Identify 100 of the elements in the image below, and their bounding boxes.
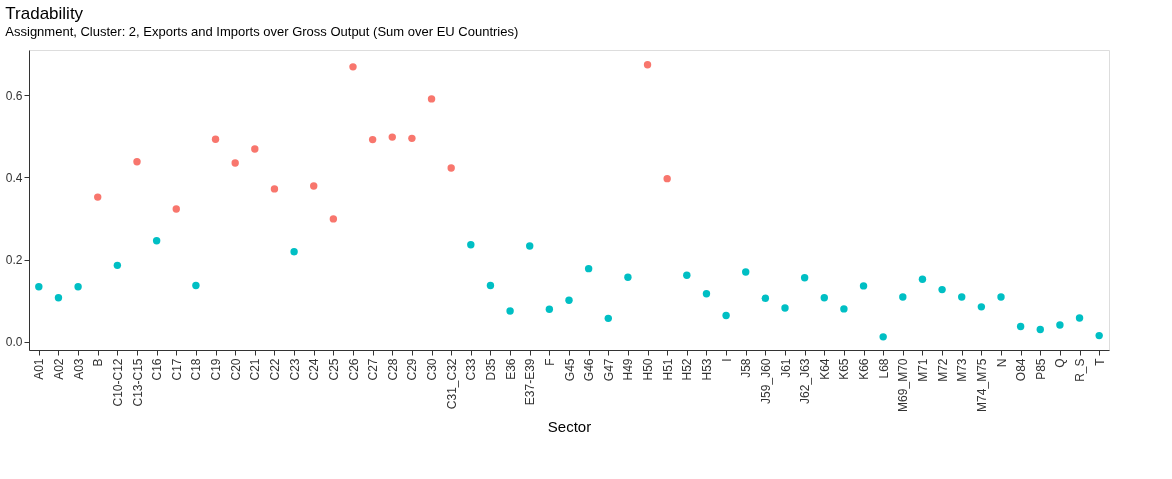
point: [840, 305, 848, 313]
x-tick-label: H49: [621, 358, 636, 381]
x-tick-label: C31_C32: [444, 358, 459, 410]
x-tick-label: G47: [601, 358, 616, 382]
x-tick-label: M73: [955, 358, 970, 382]
point: [270, 185, 279, 193]
point: [545, 305, 554, 314]
point: [113, 261, 122, 270]
x-tick-label: C16: [150, 358, 165, 381]
x-tick-label: N: [994, 358, 1009, 368]
x-tick-label: M69_M70: [896, 358, 911, 412]
x-tick-label: K64: [817, 358, 832, 380]
point: [35, 283, 43, 291]
y-tick-label: 0.4: [5, 170, 23, 185]
point: [486, 281, 495, 290]
x-tick-label: C30: [425, 358, 440, 381]
point: [211, 135, 220, 143]
x-tick-label: T: [1092, 357, 1107, 366]
x-tick-label: D35: [483, 358, 498, 381]
x-tick-label: C13-C15: [130, 358, 145, 407]
y-tick-label: 0.6: [5, 88, 23, 103]
x-tick-label: A03: [71, 358, 86, 380]
x-tick-label: C27: [366, 358, 381, 381]
x-tick-label: H52: [680, 358, 695, 381]
point: [231, 159, 239, 167]
x-tick-label: C23: [287, 358, 302, 381]
x-tick-label: C22: [267, 358, 282, 381]
point: [643, 61, 652, 69]
x-tick-label: I: [719, 358, 734, 362]
x-tick-label: G46: [582, 358, 597, 382]
point: [94, 193, 102, 201]
point: [408, 134, 416, 143]
chart-title: Tradability: [5, 4, 84, 23]
x-tick-label: C18: [189, 358, 204, 381]
x-tick-label: P85: [1033, 358, 1048, 380]
point: [310, 182, 318, 190]
x-tick-label: C25: [326, 358, 341, 381]
x-tick-label: C17: [169, 358, 184, 381]
x-tick-label: C28: [385, 358, 400, 381]
point: [54, 294, 63, 302]
point: [565, 296, 573, 304]
point: [683, 271, 691, 279]
x-tick-label: O84: [1014, 358, 1029, 382]
point: [781, 304, 789, 312]
x-tick-label: K66: [857, 358, 872, 380]
x-tick-label: M72: [935, 358, 950, 382]
point: [820, 294, 828, 302]
point: [997, 293, 1005, 301]
x-tick-label: H51: [660, 358, 675, 381]
point: [368, 135, 377, 144]
x-tick-label: J59_J60: [758, 358, 773, 404]
y-tick-label: 0.0: [5, 335, 23, 350]
point: [388, 133, 396, 141]
point: [663, 174, 671, 183]
point: [172, 205, 180, 213]
point: [506, 307, 514, 315]
point: [251, 145, 259, 153]
point: [584, 264, 593, 273]
point: [879, 333, 887, 341]
point: [152, 236, 161, 245]
point: [526, 242, 534, 250]
point: [742, 268, 750, 276]
point: [349, 63, 357, 71]
point: [1095, 331, 1103, 340]
x-tick-label: C21: [248, 358, 263, 381]
point: [722, 311, 730, 320]
x-tick-label: J61: [778, 358, 793, 378]
point: [1016, 322, 1025, 331]
x-axis-title: Sector: [547, 417, 592, 435]
point: [899, 293, 907, 301]
x-tick-label: R_S: [1073, 358, 1088, 382]
x-tick-label: C33: [464, 358, 479, 381]
point: [977, 303, 986, 311]
x-tick-label: L68: [876, 358, 891, 379]
x-tick-label: A01: [32, 358, 47, 380]
x-tick-label: G45: [562, 358, 577, 382]
point: [192, 281, 200, 290]
point: [761, 294, 770, 302]
x-tick-label: Q: [1053, 358, 1068, 368]
point: [290, 248, 298, 256]
point: [918, 275, 927, 284]
x-tick-label: M74_M75: [974, 358, 989, 412]
point: [624, 273, 632, 281]
x-tick-label: C29: [405, 358, 420, 381]
chart-subtitle: Assignment, Cluster: 2, Exports and Imports over Gross Output (Sum over EU Countries): [5, 24, 519, 39]
x-tick-label: B: [91, 358, 106, 367]
point: [859, 282, 868, 290]
point: [958, 293, 966, 301]
x-tick-label: K65: [837, 358, 852, 380]
point: [1036, 325, 1044, 334]
point: [467, 241, 475, 249]
point: [702, 290, 711, 298]
x-tick-label: C19: [209, 358, 224, 381]
x-tick-label: M71: [915, 358, 930, 382]
x-tick-label: E37-E39: [523, 358, 538, 406]
point: [604, 314, 612, 323]
y-tick-label: 0.2: [5, 253, 23, 268]
x-tick-label: J58: [739, 358, 754, 378]
x-tick-label: H50: [641, 358, 656, 381]
x-tick-label: C24: [307, 358, 322, 381]
